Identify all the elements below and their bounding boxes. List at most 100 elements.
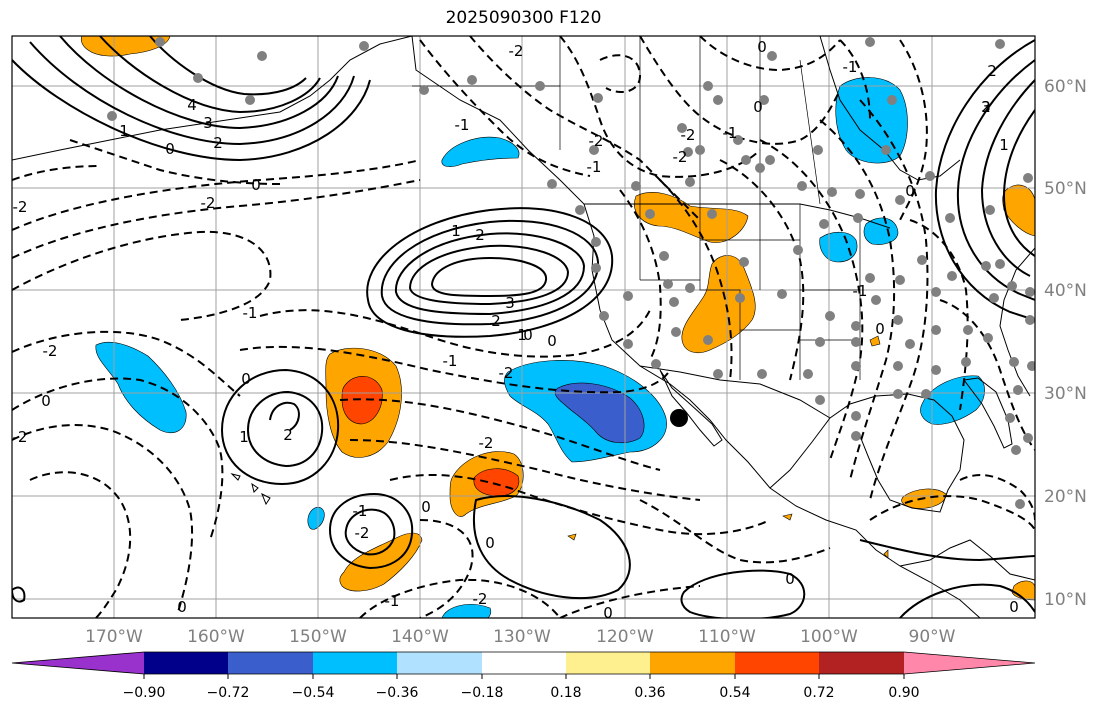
lat-label: 40°N	[1044, 281, 1087, 301]
lat-label: 10°N	[1044, 590, 1087, 610]
contour-label: 4	[187, 96, 197, 114]
contour-label: -2	[673, 148, 688, 166]
solid-contour-pacific-high-core	[408, 244, 570, 306]
lon-label: 140°W	[391, 627, 449, 647]
station-markers	[107, 37, 1035, 509]
contour-label: 0	[785, 570, 795, 588]
contour-label: 0	[177, 598, 187, 616]
dashed-contour-northwest-1	[12, 159, 421, 231]
solid-contour-south-low-2	[344, 508, 396, 556]
dashed-contour-west-4	[29, 471, 132, 618]
anomaly-red-hawaii-ne	[341, 376, 383, 425]
solid-contour-pacific-high-center	[430, 256, 548, 298]
lon-label: 170°W	[85, 627, 143, 647]
colorbar-segment	[735, 652, 819, 674]
lat-label: 30°N	[1044, 384, 1087, 404]
dashed-contour-mid-2	[239, 345, 671, 394]
anomaly-orange-small-spots	[567, 335, 889, 559]
contour-label: 2	[475, 226, 485, 244]
central-america	[899, 539, 1035, 581]
contour-label: -2	[479, 434, 494, 452]
contour-label: 0	[753, 98, 763, 116]
anomaly-blue-bc-coast	[441, 136, 520, 167]
contour-label: -2	[681, 126, 696, 144]
dashed-contour-north-1	[419, 39, 591, 177]
colorbar-tick-label: 0.90	[888, 685, 919, 701]
contour-label: 2	[987, 62, 997, 80]
dashed-contour-mid-4	[349, 439, 701, 501]
coastline-east	[999, 247, 1035, 397]
anomaly-red-sub-trop	[473, 468, 520, 497]
colorbar-tick-label: −0.18	[461, 685, 504, 701]
contour-label: -1	[243, 304, 258, 322]
colorbar-segment	[397, 652, 482, 674]
dashed-contour-plains-2	[859, 99, 929, 501]
map-frame	[11, 35, 1036, 619]
colorbar-tick-label: −0.54	[292, 685, 335, 701]
longitude-labels: 170°W 160°W 150°W 140°W 130°W 120°W 110°…	[85, 627, 956, 647]
solid-contour-bottom-high	[680, 569, 806, 618]
contour-label: 0	[875, 320, 885, 338]
map-plot-area: 0 1 2 3 4 0 -2 -1 -2 0 -2 1 2 3 2 1 0 0 …	[12, 36, 1035, 622]
contour-label: 3	[203, 114, 213, 132]
lon-label: 150°W	[289, 627, 347, 647]
anomaly-orange-east	[1002, 184, 1035, 237]
lat-label: 60°N	[1044, 77, 1087, 97]
solid-contour-east-trough-2	[956, 59, 1035, 301]
lat-label: 50°N	[1044, 179, 1087, 199]
contour-label: 0	[421, 498, 431, 516]
dashed-contour-far-west	[12, 165, 101, 181]
lon-label: 100°W	[800, 627, 858, 647]
anomaly-blue-hudson	[835, 77, 908, 164]
solid-contour-alaska-ridge-2	[29, 41, 355, 146]
lon-label: 110°W	[698, 627, 756, 647]
dashed-contour-rockies-1	[719, 159, 805, 381]
colorbar-segment	[228, 652, 313, 674]
contour-label: 3	[981, 98, 991, 116]
colorbar-tick-label: 0.36	[634, 685, 665, 701]
contour-label: 0	[1009, 598, 1019, 616]
solid-contour-hawaii-low-3	[269, 401, 300, 431]
contour-label: 0	[603, 604, 613, 622]
contour-label: 2	[491, 312, 501, 330]
dashed-contour-plains-3	[899, 39, 928, 221]
contour-label: 0	[523, 326, 533, 344]
dashed-contour-mid-5	[389, 473, 771, 536]
solid-contour-alaska-ridge-3	[59, 36, 339, 130]
colorbar-tick-label: 0.72	[803, 685, 834, 701]
solid-contour-east-trough-1	[934, 39, 1035, 321]
dashed-contour-mid-1	[259, 309, 651, 358]
dashed-contour-south-2	[359, 578, 561, 618]
solid-contour-pacific-high-mid	[380, 219, 600, 326]
colorbar-tick-label: 0.18	[550, 685, 581, 701]
contour-label: -1	[843, 58, 858, 76]
colorbar: −0.90 −0.72 −0.54 −0.36 −0.18 0.18 0.36 …	[11, 651, 1036, 701]
dashed-contour-lines	[12, 36, 1035, 618]
solid-contour-hawaii-low-1	[220, 368, 340, 486]
lon-label: 130°W	[493, 627, 551, 647]
map-title: 2025090300 F120	[445, 8, 602, 28]
coastline-gulf-mexico	[769, 393, 965, 513]
contour-label: 1	[239, 428, 249, 446]
contour-label: -2	[13, 428, 28, 446]
dashed-contour-alaska-small	[69, 139, 281, 185]
contour-label: -2	[43, 342, 58, 360]
contour-label: -1	[853, 282, 868, 300]
anomaly-orange-oregon	[634, 192, 749, 243]
dashed-contour-north-6	[599, 54, 642, 93]
hawaii-islands	[230, 473, 271, 506]
colorbar-segment	[12, 652, 144, 674]
contour-label: 0	[41, 392, 51, 410]
anomaly-orange-rockies	[681, 255, 756, 353]
solid-contour-south-low-1	[328, 492, 414, 570]
solid-contour-alaska-ridge-4	[99, 36, 321, 114]
contour-label: -1	[385, 592, 400, 610]
solid-contour-small-west	[12, 586, 26, 603]
colorbar-tick-label: −0.72	[207, 685, 250, 701]
contour-label: 0	[251, 176, 261, 194]
contour-label: 0	[547, 332, 557, 350]
contour-label: -2	[473, 590, 488, 608]
lon-label: 160°W	[187, 627, 245, 647]
dashed-contour-gulf-1	[869, 495, 1035, 531]
lat-label: 20°N	[1044, 487, 1087, 507]
